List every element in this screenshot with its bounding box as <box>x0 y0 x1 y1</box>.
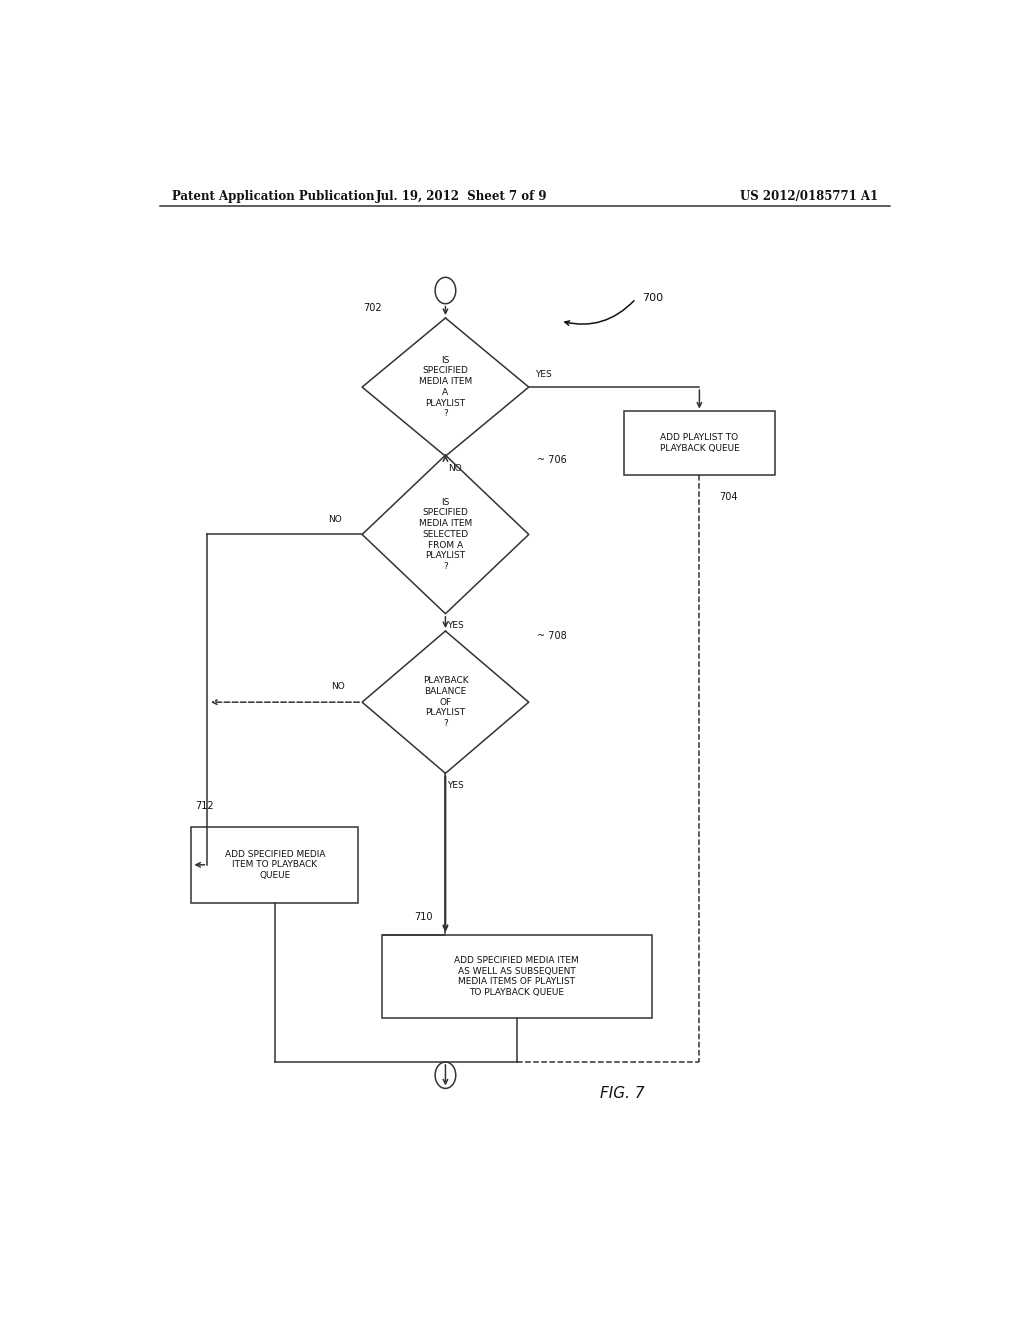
Text: FIG. 7: FIG. 7 <box>600 1086 645 1101</box>
Text: 710: 710 <box>414 912 432 921</box>
Text: YES: YES <box>535 371 552 379</box>
Text: ~ 708: ~ 708 <box>537 631 566 642</box>
Text: US 2012/0185771 A1: US 2012/0185771 A1 <box>739 190 878 202</box>
Text: 704: 704 <box>719 492 737 502</box>
Text: ADD SPECIFIED MEDIA
ITEM TO PLAYBACK
QUEUE: ADD SPECIFIED MEDIA ITEM TO PLAYBACK QUE… <box>224 850 325 880</box>
Text: IS
SPECIFIED
MEDIA ITEM
A
PLAYLIST
?: IS SPECIFIED MEDIA ITEM A PLAYLIST ? <box>419 355 472 418</box>
Text: 702: 702 <box>364 302 382 313</box>
Bar <box>382 935 651 1018</box>
Text: PLAYBACK
BALANCE
OF
PLAYLIST
?: PLAYBACK BALANCE OF PLAYLIST ? <box>423 676 468 729</box>
Text: Patent Application Publication: Patent Application Publication <box>172 190 374 202</box>
Text: 712: 712 <box>196 801 214 812</box>
Text: YES: YES <box>446 622 463 631</box>
Text: NO: NO <box>331 682 345 692</box>
Text: ADD PLAYLIST TO
PLAYBACK QUEUE: ADD PLAYLIST TO PLAYBACK QUEUE <box>659 433 739 453</box>
Text: 700: 700 <box>642 293 664 302</box>
Text: NO: NO <box>449 463 462 473</box>
Text: IS
SPECIFIED
MEDIA ITEM
SELECTED
FROM A
PLAYLIST
?: IS SPECIFIED MEDIA ITEM SELECTED FROM A … <box>419 498 472 572</box>
Text: Jul. 19, 2012  Sheet 7 of 9: Jul. 19, 2012 Sheet 7 of 9 <box>376 190 547 202</box>
Text: NO: NO <box>329 515 342 524</box>
Bar <box>191 826 358 903</box>
Text: ADD SPECIFIED MEDIA ITEM
AS WELL AS SUBSEQUENT
MEDIA ITEMS OF PLAYLIST
TO PLAYBA: ADD SPECIFIED MEDIA ITEM AS WELL AS SUBS… <box>455 956 580 997</box>
Text: ~ 706: ~ 706 <box>537 455 566 465</box>
Bar <box>624 412 775 474</box>
Text: YES: YES <box>446 781 463 789</box>
